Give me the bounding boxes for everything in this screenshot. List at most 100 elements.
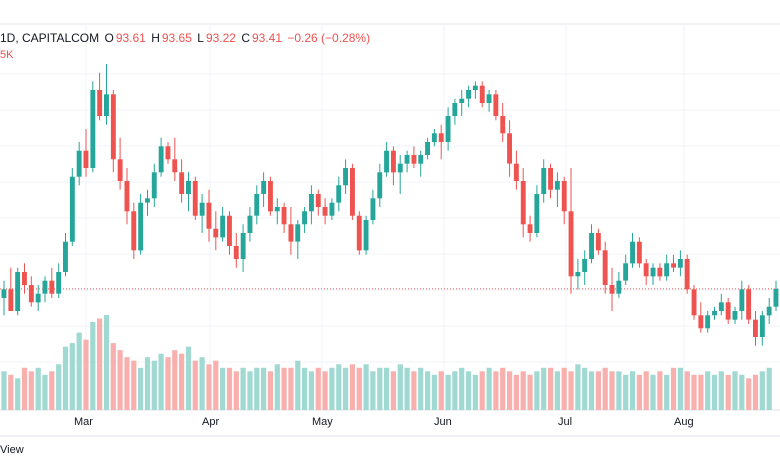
volume-bar: [97, 318, 103, 410]
volume-bar: [151, 360, 157, 410]
candle-body: [452, 103, 458, 116]
candle-body: [233, 246, 239, 259]
volume-bar: [397, 364, 403, 410]
volume-bar: [472, 374, 478, 410]
candle-body: [657, 267, 663, 277]
candle-body: [411, 155, 417, 164]
candle-body: [220, 215, 226, 238]
candle-body: [83, 150, 89, 168]
volume-bar: [21, 367, 28, 410]
candle-body: [97, 90, 103, 116]
candle-body: [650, 267, 656, 277]
volume-bar: [349, 364, 355, 410]
candle-body: [486, 94, 492, 103]
candle-body: [568, 211, 574, 277]
x-tick-label: May: [312, 416, 333, 428]
candle-body: [472, 85, 478, 90]
low-label: L: [197, 31, 204, 45]
volume-bar: [636, 374, 642, 410]
candle-body: [28, 285, 34, 303]
volume-bar: [425, 371, 431, 410]
candle-body: [561, 181, 567, 212]
volume-bar: [179, 353, 185, 410]
open-value: 93.61: [115, 31, 146, 45]
candle-body: [507, 133, 512, 164]
volume-bar: [220, 367, 226, 410]
volume-bar: [363, 364, 369, 410]
volume-bar: [144, 357, 151, 410]
candle-body: [199, 202, 205, 216]
candle-body: [712, 311, 717, 316]
volume-bar: [404, 367, 410, 410]
candle-body: [343, 168, 348, 186]
candle-body: [698, 315, 704, 329]
volume-bar: [575, 364, 581, 410]
candle-body: [431, 133, 437, 142]
candle-body: [315, 194, 321, 207]
volume-bar: [213, 360, 219, 410]
volume-bar: [261, 367, 267, 410]
volume-bar: [69, 343, 75, 410]
candle-body: [643, 263, 649, 277]
candle-body: [418, 155, 424, 164]
volume-bar: [247, 371, 253, 410]
volume-bar: [705, 371, 711, 410]
volume-bar: [206, 364, 212, 410]
candle-body: [63, 241, 68, 272]
candle-body: [261, 181, 267, 194]
volume-bar: [49, 371, 55, 410]
volume-bar: [507, 371, 513, 410]
volume-bar: [302, 367, 308, 410]
volume-bar: [561, 367, 567, 410]
candle-body: [42, 280, 48, 294]
candle-body: [356, 215, 362, 251]
volume-bar: [124, 357, 130, 410]
candle-body: [746, 289, 752, 320]
volume-bar: [185, 346, 192, 410]
candle-body: [69, 176, 75, 242]
volume-bar: [466, 371, 472, 410]
volume-bar: [28, 371, 34, 410]
volume-bar: [718, 371, 724, 410]
volume-bar: [35, 367, 41, 410]
volume-bar: [343, 367, 349, 410]
volume-bar: [445, 374, 451, 410]
volume-bar: [527, 374, 533, 410]
candle-body: [630, 241, 635, 264]
volume-bar: [479, 371, 485, 410]
volume-bar: [459, 367, 465, 410]
candle-body: [240, 233, 246, 259]
candle-body: [35, 293, 41, 303]
candle-body: [534, 194, 540, 233]
change-value: −0.26 (−0.28%): [287, 31, 371, 45]
volume-bar: [595, 371, 601, 410]
volume-bar: [295, 360, 301, 410]
volume-bar: [670, 367, 677, 410]
volume-bar: [766, 367, 772, 410]
candle-body: [138, 202, 144, 251]
candle-body: [445, 116, 451, 142]
candle-body: [636, 241, 642, 264]
candle-body: [104, 94, 109, 116]
x-tick-label: Jul: [558, 416, 573, 428]
candle-body: [192, 181, 198, 216]
volume-bar: [370, 371, 376, 410]
volume-bar: [520, 371, 526, 410]
candle-body: [254, 194, 260, 216]
candle-body: [268, 181, 273, 212]
candle-body: [213, 228, 219, 238]
candle-body: [438, 133, 444, 142]
volume-bar: [582, 367, 588, 410]
volume-bar: [602, 367, 608, 410]
candle-body: [124, 181, 130, 212]
candle-body: [1, 289, 7, 298]
candle-body: [90, 90, 96, 168]
volume-bar: [226, 367, 233, 410]
volume-bar: [650, 374, 656, 410]
volume-bar: [664, 374, 670, 410]
candle-body: [705, 315, 711, 329]
candle-body: [131, 211, 137, 251]
candle-body: [609, 285, 615, 294]
